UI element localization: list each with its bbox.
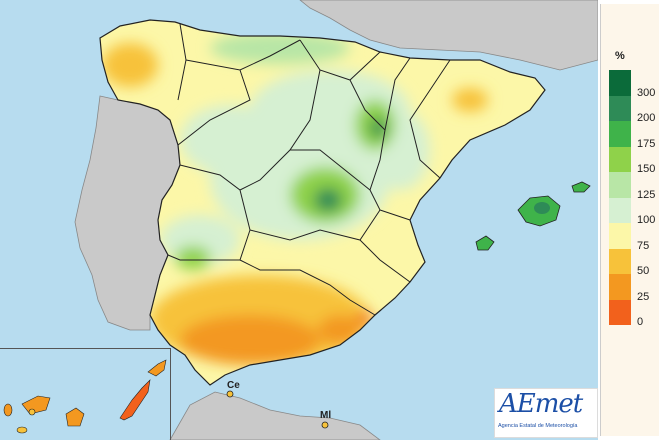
legend-swatch [609, 274, 631, 300]
melilla-marker [321, 421, 329, 429]
canary-gran-canaria [65, 407, 85, 427]
ibiza-island [475, 235, 495, 251]
precip-deep-orange-andalucia [180, 315, 320, 365]
precip-deep-orange-almeria [318, 315, 362, 345]
legend-unit: % [615, 50, 625, 62]
menorca-island [571, 181, 591, 193]
canary-islands-inset [0, 348, 171, 440]
legend-swatch [609, 95, 631, 121]
spain-outline [99, 19, 546, 386]
canary-lanzarote [147, 359, 167, 377]
canary-el-hierro [16, 426, 28, 434]
legend-tick-label: 200 [637, 112, 656, 125]
legend-tick-label: 175 [637, 137, 656, 150]
precip-dark-rioja [370, 118, 386, 138]
north-africa-land [169, 391, 381, 440]
legend-tick-label: 0 [637, 316, 644, 329]
map-canvas [3, 0, 598, 440]
legend-swatch [609, 299, 631, 325]
legend-swatch [609, 197, 631, 223]
region-borders [167, 23, 451, 316]
legend-swatch [609, 248, 631, 274]
melilla-label: Ml [320, 410, 332, 421]
canary-la-gomera [28, 408, 36, 416]
legend-tick-label: 125 [637, 188, 656, 201]
canary-tenerife [21, 395, 51, 415]
map-panel: Ce Ml AEmet Agencia Estatal de Meteorolo… [0, 0, 598, 440]
canary-fuerteventura [119, 379, 151, 421]
legend-swatch [609, 70, 631, 96]
legend-tick-label: 100 [637, 214, 656, 227]
aemet-logo: AEmet Agencia Estatal de Meteorología [494, 388, 598, 438]
legend-tick-label: 50 [637, 265, 650, 278]
france-land [299, 0, 598, 71]
precip-green-extremadura [175, 246, 211, 270]
ceuta-label: Ce [227, 380, 240, 391]
ceuta-marker [226, 390, 234, 398]
legend-tick-label: 25 [637, 290, 650, 303]
precip-orange-galicia [102, 43, 158, 87]
legend-swatch [609, 146, 631, 172]
legend-tick-label: 75 [637, 239, 650, 252]
mallorca-dark-patch [534, 202, 550, 214]
legend-swatch [609, 172, 631, 198]
precip-dark-madrid [314, 188, 342, 212]
precipitation-legend: % 300 200 175 150 125 100 75 50 25 0 [600, 4, 659, 436]
legend-swatch [609, 121, 631, 147]
precip-red-almeria [357, 312, 373, 324]
aemet-logo-wordmark: AEmet [499, 389, 583, 419]
legend-swatch [609, 223, 631, 249]
precip-light-green-west [180, 105, 280, 175]
canary-la-palma [3, 403, 13, 417]
aemet-logo-subtitle: Agencia Estatal de Meteorología [498, 423, 578, 429]
precip-orange-catalonia [452, 88, 488, 112]
precip-light-green-cantabria [210, 32, 350, 64]
legend-tick-label: 150 [637, 163, 656, 176]
legend-tick-label: 300 [637, 86, 656, 99]
